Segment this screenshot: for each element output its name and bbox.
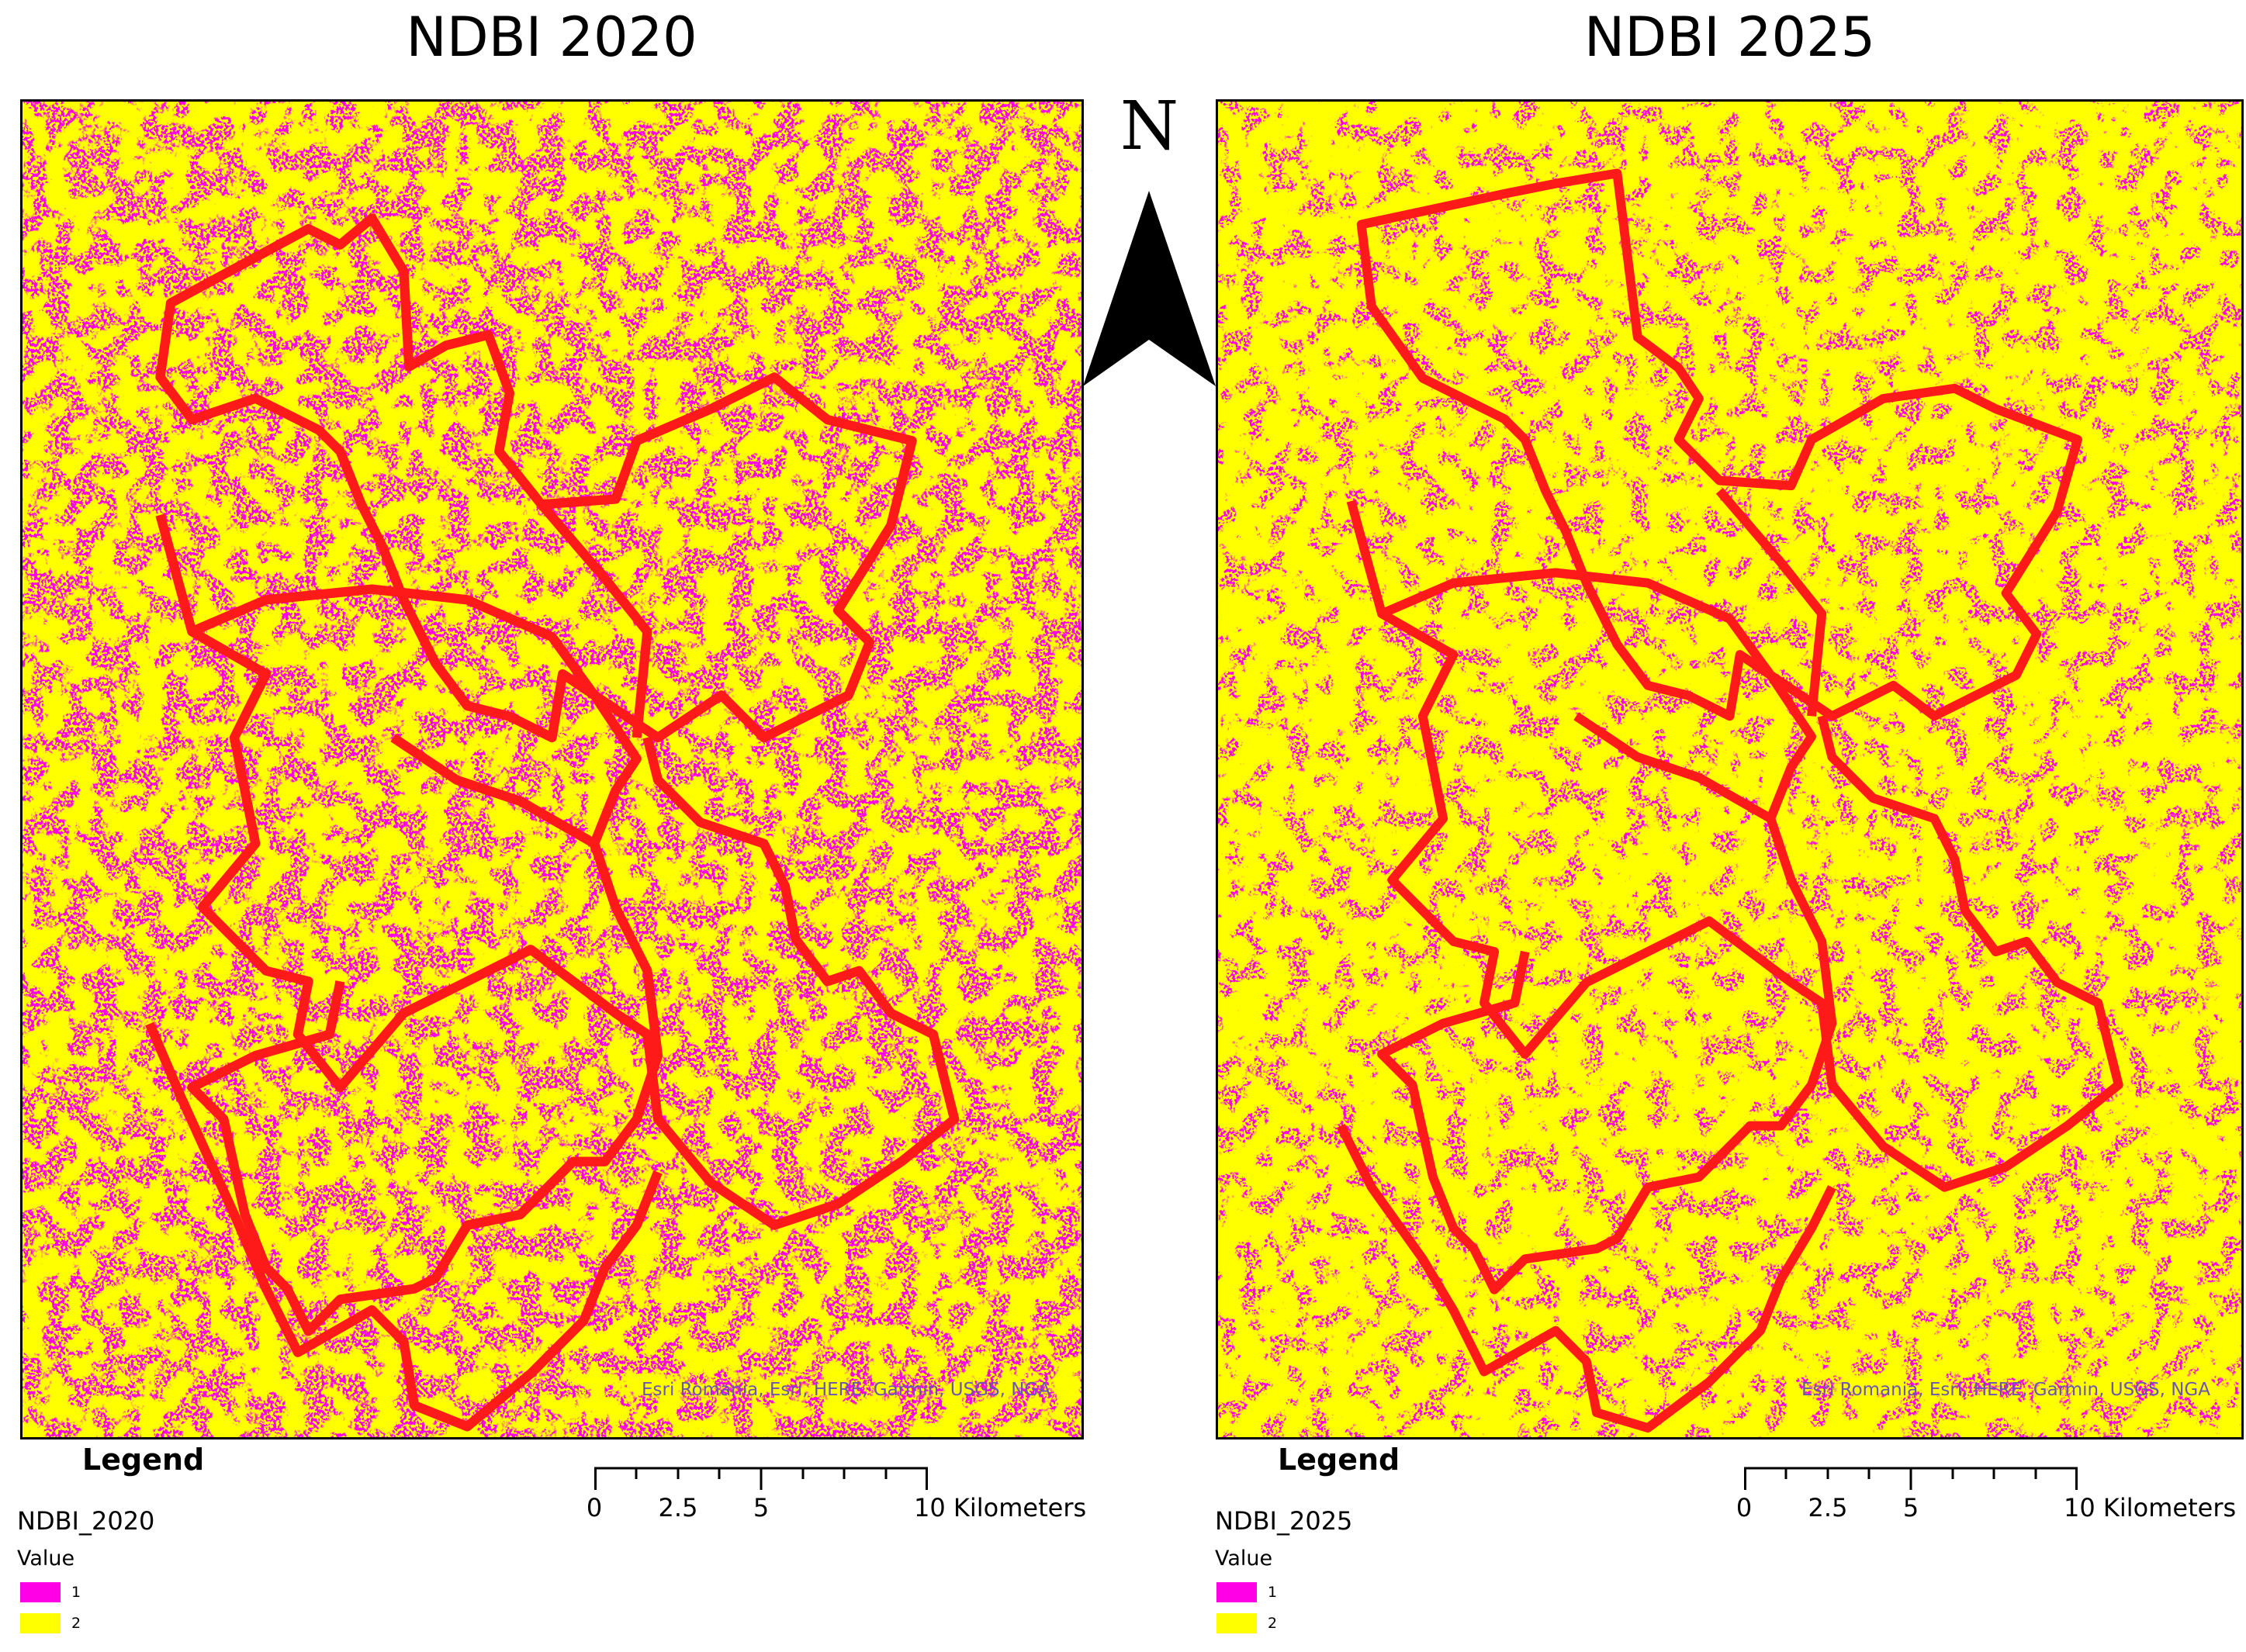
legend-item-label: 2 (1268, 1615, 1278, 1632)
legend-item-2: 2 (1216, 1612, 1277, 1635)
legend-title: Legend (82, 1443, 205, 1477)
scale-label: 10 Kilometers (914, 1493, 1087, 1522)
scale-label: 5 (1902, 1493, 1919, 1522)
map-attribution: Esri Romania, Esri, HERE, Garmin, USGS, … (1801, 1380, 2210, 1400)
legend-field-name: Value (17, 1547, 75, 1571)
scale-bar: 0 2.5 5 10 Kilometers (1736, 1462, 2236, 1547)
ndbi-2020-raster (22, 102, 1081, 1437)
legend-title: Legend (1278, 1443, 1400, 1477)
legend-item-1: 1 (20, 1581, 81, 1604)
legend-item-2: 2 (20, 1612, 81, 1635)
scale-label: 2.5 (1808, 1493, 1848, 1522)
map-title-2020: NDBI 2020 (406, 5, 697, 69)
legend-swatch-value-2 (1216, 1613, 1257, 1633)
scale-label: 0 (586, 1493, 603, 1522)
scale-bar: 0 2.5 5 10 Kilometers (587, 1462, 1086, 1547)
legend-layer-name: NDBI_2020 (17, 1506, 155, 1536)
scale-label: 0 (1736, 1493, 1753, 1522)
north-letter: N (1120, 88, 1179, 165)
legend-field-name: Value (1215, 1547, 1273, 1571)
scale-label: 2.5 (658, 1493, 698, 1522)
legend-item-label: 1 (1268, 1584, 1278, 1601)
ndbi-2020-map[interactable]: Esri Romania, Esri, HERE, Garmin, USGS, … (20, 99, 1084, 1439)
map-attribution: Esri Romania, Esri, HERE, Garmin, USGS, … (641, 1380, 1050, 1400)
legend-item-label: 1 (71, 1584, 81, 1601)
map-title-2025: NDBI 2025 (1583, 5, 1876, 69)
legend-item-label: 2 (71, 1615, 81, 1632)
scale-bar-ticks (1744, 1467, 2078, 1490)
legend-swatch-value-1 (1216, 1582, 1257, 1602)
north-arrow: N (1083, 92, 1216, 386)
ndbi-2025-raster (1218, 102, 2241, 1437)
legend-swatch-value-1 (20, 1582, 61, 1602)
scale-bar-ticks (594, 1467, 928, 1490)
legend-layer-name: NDBI_2025 (1215, 1506, 1353, 1536)
north-arrow-icon (1083, 191, 1216, 386)
legend-swatch-value-2 (20, 1613, 61, 1633)
district-boundaries (145, 213, 960, 1432)
scale-label: 10 Kilometers (2064, 1493, 2237, 1522)
district-boundaries (1336, 168, 2123, 1433)
scale-label: 5 (753, 1493, 770, 1522)
legend-item-1: 1 (1216, 1581, 1277, 1604)
ndbi-2025-map[interactable]: Esri Romania, Esri, HERE, Garmin, USGS, … (1216, 99, 2244, 1439)
